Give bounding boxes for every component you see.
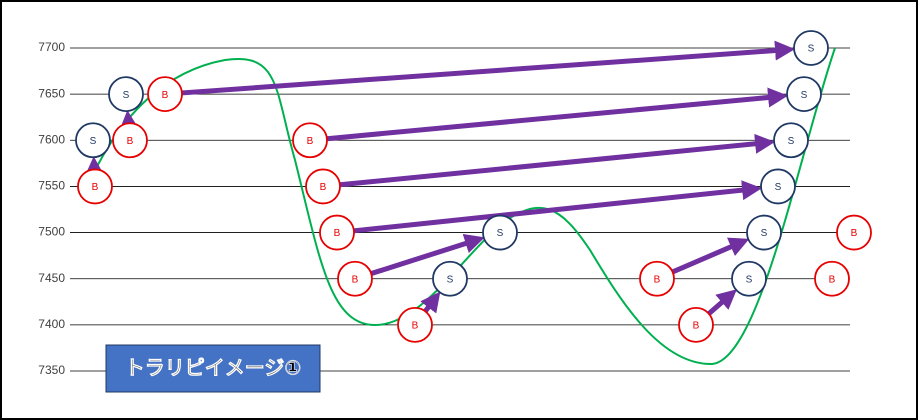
buy-order bbox=[337, 260, 373, 297]
sell-label: S bbox=[123, 90, 130, 101]
sell-order bbox=[482, 214, 518, 251]
sell-order bbox=[760, 168, 796, 205]
sell-label: S bbox=[761, 228, 768, 239]
buy-label: B bbox=[851, 228, 858, 239]
buy-order bbox=[814, 260, 850, 297]
buy-label: B bbox=[162, 90, 169, 101]
buy-label: B bbox=[352, 274, 359, 285]
sell-order bbox=[773, 122, 809, 159]
y-tick-label: 7400 bbox=[38, 317, 65, 331]
sell-label: S bbox=[788, 136, 795, 147]
sell-label: S bbox=[775, 182, 782, 193]
buy-order bbox=[112, 122, 148, 159]
sell-label: S bbox=[801, 90, 808, 101]
buy-order bbox=[292, 122, 328, 159]
y-tick-label: 7350 bbox=[38, 363, 65, 377]
buy-label: B bbox=[127, 136, 134, 147]
sell-label: S bbox=[90, 136, 97, 147]
sell-label: S bbox=[746, 274, 753, 285]
buy-label: B bbox=[829, 274, 836, 285]
buy-label: B bbox=[307, 136, 314, 147]
buy-order bbox=[678, 306, 714, 343]
title: トラリピイメージ① bbox=[125, 356, 302, 379]
sell-label: S bbox=[447, 274, 454, 285]
arrow bbox=[339, 133, 776, 188]
y-tick-label: 7700 bbox=[38, 40, 65, 54]
arrow bbox=[353, 180, 763, 234]
y-tick-label: 7500 bbox=[38, 225, 65, 239]
y-tick-label: 7550 bbox=[38, 179, 65, 193]
buy-label: B bbox=[320, 182, 327, 193]
buy-order bbox=[836, 214, 872, 251]
sell-label: S bbox=[808, 44, 815, 55]
sell-order bbox=[786, 76, 822, 113]
buy-order bbox=[77, 168, 113, 205]
sell-order bbox=[108, 76, 144, 113]
buy-label: B bbox=[334, 228, 341, 239]
arrow bbox=[420, 291, 441, 314]
buy-label: B bbox=[654, 274, 661, 285]
sell-order bbox=[75, 122, 111, 159]
arrow bbox=[370, 233, 485, 276]
buy-order bbox=[147, 76, 183, 113]
arrow bbox=[326, 87, 789, 142]
buy-order bbox=[639, 260, 675, 297]
buy-label: B bbox=[693, 320, 700, 331]
buy-order bbox=[397, 306, 433, 343]
buy-label: B bbox=[412, 320, 419, 331]
buy-order bbox=[305, 168, 341, 205]
arrow bbox=[707, 289, 737, 316]
sell-label: S bbox=[497, 228, 504, 239]
sell-order bbox=[746, 214, 782, 251]
arrow bbox=[181, 40, 796, 96]
sell-order bbox=[731, 260, 767, 297]
y-tick-label: 7650 bbox=[38, 86, 65, 100]
buy-order bbox=[319, 214, 355, 251]
y-tick-label: 7600 bbox=[38, 132, 65, 146]
buy-label: B bbox=[92, 182, 99, 193]
title-box bbox=[105, 344, 321, 393]
sell-order bbox=[793, 30, 829, 66]
arrow bbox=[671, 237, 750, 275]
y-tick-label: 7450 bbox=[38, 271, 65, 285]
sell-order bbox=[432, 260, 468, 297]
